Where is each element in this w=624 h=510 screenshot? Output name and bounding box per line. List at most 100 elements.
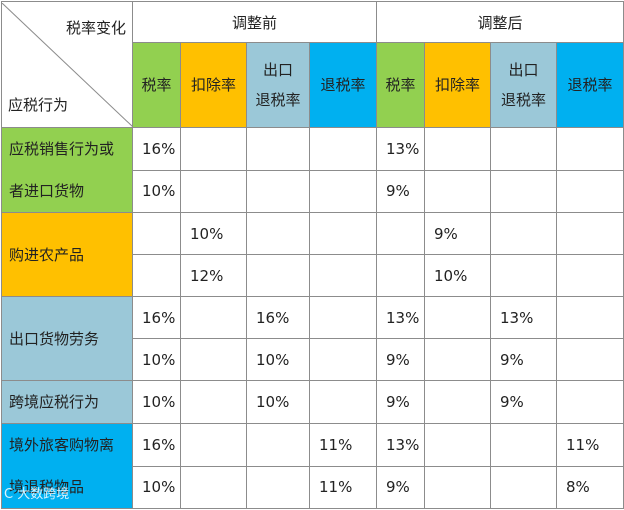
row-group-label-text: 境外旅客购物离 xyxy=(9,436,115,454)
rate-cell-before-deduction-rate xyxy=(180,423,247,467)
rate-cell-before-refund-rate xyxy=(308,169,378,213)
rate-cell-before-export-refund-rate xyxy=(246,423,310,467)
table-body: 应税销售行为或 者进口货物 16% 13% 10% 9% 购进农产品 10% 9% 12% 10% 出… xyxy=(1,127,624,509)
rate-cell-after-rate: 13% xyxy=(376,127,426,171)
rate-cell-before-deduction-rate xyxy=(180,296,247,339)
rate-cell-before-export-refund-rate xyxy=(246,465,310,509)
rate-cell-after-refund-rate xyxy=(556,338,624,381)
rate-cell-before-deduction-rate xyxy=(180,169,247,213)
column-header-after-deduction-rate: 扣除率 xyxy=(424,42,492,128)
rate-cell-before-export-refund-rate: 10% xyxy=(246,380,310,424)
group-header-after: 调整后 xyxy=(376,1,624,43)
rate-cell-after-deduction-rate: 10% xyxy=(424,254,492,297)
rate-cell-before-rate: 10% xyxy=(132,169,181,213)
row-group-label-text: 应税销售行为或 xyxy=(9,140,115,158)
rate-cell-after-rate: 9% xyxy=(376,338,426,381)
rate-cell-after-refund-rate xyxy=(556,254,624,297)
corner-header-cell: 税率变化 应税行为 xyxy=(1,1,133,128)
rate-cell-after-export-refund-rate: 9% xyxy=(490,338,558,381)
row-group-label: 跨境应税行为 xyxy=(1,380,133,424)
row-group-label: 出口货物劳务 xyxy=(1,296,133,381)
rate-cell-after-export-refund-rate xyxy=(490,423,558,467)
rate-cell-after-refund-rate: 8% xyxy=(556,465,624,509)
rate-cell-before-refund-rate: 11% xyxy=(308,465,378,509)
row-group-label-text: 境退税物品 xyxy=(9,478,85,496)
rate-cell-before-refund-rate xyxy=(308,127,378,171)
rate-cell-before-export-refund-rate xyxy=(246,254,310,297)
rate-cell-after-refund-rate: 11% xyxy=(556,423,624,467)
rate-cell-before-refund-rate: 11% xyxy=(308,423,378,467)
rate-cell-after-deduction-rate xyxy=(424,296,492,339)
row-group-label: 应税销售行为或 者进口货物 xyxy=(1,127,133,213)
rate-cell-before-deduction-rate xyxy=(180,380,247,424)
rate-cell-before-rate: 10% xyxy=(132,338,181,381)
rate-cell-before-export-refund-rate: 16% xyxy=(246,296,310,339)
rate-cell-after-rate: 9% xyxy=(376,465,426,509)
column-header-before-export-refund-rate: 出口 退税率 xyxy=(246,42,310,128)
table-row: 应税销售行为或 者进口货物 16% 13% xyxy=(1,127,624,213)
watermark: C 大数跨境 xyxy=(4,487,70,502)
table-row: 出口货物劳务 16% 16% 13% 13% xyxy=(1,296,624,381)
group-header-before: 调整前 xyxy=(131,1,378,43)
subheader-row: 税率 扣除率 出口 退税率 退税率 税率 扣除率 出口 退税率 退税率 xyxy=(2,42,624,128)
column-header-text: 扣除率 xyxy=(435,76,481,94)
rate-cell-after-rate: 13% xyxy=(376,296,426,339)
rate-cell-before-rate xyxy=(132,212,181,255)
rate-cell-before-deduction-rate xyxy=(180,127,247,171)
rate-cell-after-export-refund-rate xyxy=(490,127,558,171)
rate-cell-before-refund-rate xyxy=(308,212,378,255)
rate-cell-after-export-refund-rate xyxy=(490,169,558,213)
rate-cell-after-deduction-rate xyxy=(424,127,492,171)
row-group-label: 购进农产品 xyxy=(1,212,133,297)
rate-cell-before-deduction-rate xyxy=(180,338,247,381)
rate-cell-after-deduction-rate xyxy=(424,169,492,213)
rate-cell-before-export-refund-rate xyxy=(246,127,310,171)
column-header-text: 出口 xyxy=(262,61,293,79)
table-row: 10% 11% 9% 8% xyxy=(2,465,624,509)
rate-cell-after-refund-rate xyxy=(556,127,624,171)
rate-cell-after-refund-rate xyxy=(556,169,624,213)
rate-cell-after-refund-rate xyxy=(556,296,624,339)
column-header-text: 退税率 xyxy=(255,91,301,109)
table-row: 购进农产品 10% 9% xyxy=(1,212,624,297)
rate-cell-before-rate: 16% xyxy=(132,127,181,171)
column-header-after-refund-rate: 退税率 xyxy=(556,42,624,128)
rate-cell-after-deduction-rate: 9% xyxy=(424,212,492,255)
column-header-text: 退税率 xyxy=(567,76,613,94)
rate-cell-after-deduction-rate xyxy=(424,338,492,381)
column-header-after-export-refund-rate: 出口 退税率 xyxy=(490,42,558,128)
rate-cell-before-rate: 16% xyxy=(132,423,181,467)
rate-cell-after-refund-rate xyxy=(556,212,624,255)
rate-cell-after-deduction-rate xyxy=(424,465,492,509)
rate-cell-after-rate xyxy=(376,212,426,255)
rate-cell-before-rate: 10% xyxy=(132,465,181,509)
rate-cell-before-rate xyxy=(132,254,181,297)
table-row: 10% 9% xyxy=(2,169,624,213)
rate-cell-after-rate: 13% xyxy=(376,423,426,467)
row-group-label-text: 者进口货物 xyxy=(9,182,85,200)
column-header-text: 出口 xyxy=(508,61,539,79)
rate-cell-after-export-refund-rate: 13% xyxy=(490,296,558,339)
rate-cell-before-deduction-rate: 10% xyxy=(180,212,247,255)
rate-cell-before-deduction-rate xyxy=(180,465,247,509)
rate-cell-before-rate: 16% xyxy=(132,296,181,339)
rate-cell-before-export-refund-rate xyxy=(246,212,310,255)
column-header-before-deduction-rate: 扣除率 xyxy=(180,42,247,128)
rate-cell-after-export-refund-rate: 9% xyxy=(490,380,558,424)
rate-cell-before-export-refund-rate: 10% xyxy=(246,338,310,381)
column-header-text: 税率 xyxy=(141,76,172,94)
corner-label-taxable-behavior: 应税行为 xyxy=(8,95,69,114)
rate-cell-after-refund-rate xyxy=(556,380,624,424)
rate-cell-before-deduction-rate: 12% xyxy=(180,254,247,297)
rate-cell-before-refund-rate xyxy=(308,296,378,339)
rate-cell-before-refund-rate xyxy=(308,338,378,381)
rate-cell-after-deduction-rate xyxy=(424,380,492,424)
table-row: 跨境应税行为 10% 10% 9% 9% xyxy=(1,380,624,424)
column-header-text: 扣除率 xyxy=(190,76,236,94)
rate-cell-after-export-refund-rate xyxy=(490,254,558,297)
table-row: 10% 10% 9% 9% xyxy=(2,338,624,381)
column-header-text: 退税率 xyxy=(320,76,366,94)
diagonal-divider xyxy=(2,2,133,127)
rate-cell-before-export-refund-rate xyxy=(246,169,310,213)
